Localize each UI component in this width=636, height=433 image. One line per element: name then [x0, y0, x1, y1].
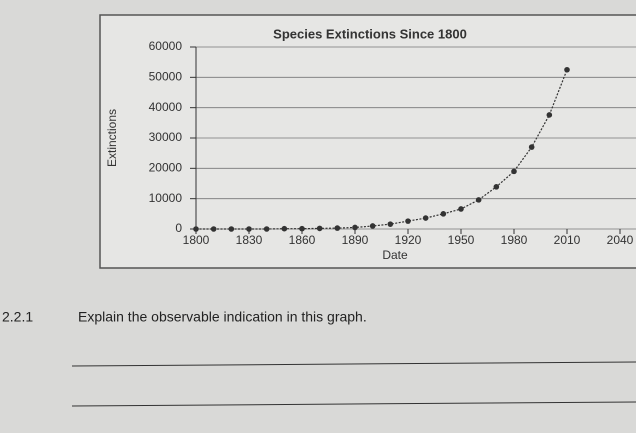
x-tick-label: 1800: [183, 233, 210, 247]
data-point: [564, 66, 570, 73]
x-tick-label: 1980: [501, 233, 528, 247]
data-point: [493, 184, 500, 190]
y-tick-label: 50000: [149, 70, 183, 84]
y-axis-label: Extinctions: [105, 109, 119, 167]
data-point: [316, 225, 323, 232]
data-point: [511, 168, 517, 175]
data-line: [196, 69, 568, 230]
answer-line: [71, 401, 636, 407]
data-point: [405, 218, 411, 224]
x-tick-label: 1950: [448, 233, 475, 247]
y-tick-label: 20000: [149, 161, 183, 175]
data-point: [475, 197, 482, 203]
y-tick-label: 40000: [149, 100, 183, 114]
data-point: [352, 224, 358, 231]
y-tick-label: 10000: [149, 191, 183, 205]
data-point: [281, 225, 288, 232]
data-point: [440, 211, 447, 217]
y-tick-label: 30000: [149, 130, 183, 144]
data-point: [458, 206, 464, 212]
x-tick-label: 2040: [607, 233, 634, 247]
x-tick-label: 1890: [342, 233, 369, 247]
data-point: [387, 221, 394, 227]
x-tick-label: 1860: [289, 233, 316, 247]
y-tick-label: 60000: [149, 39, 183, 53]
data-point: [228, 226, 235, 232]
x-tick-label: 1920: [395, 233, 422, 247]
data-point: [263, 226, 270, 232]
question-text: Explain the observable indication in thi…: [78, 309, 367, 325]
data-point: [193, 226, 199, 232]
x-axis-label: Date: [382, 248, 408, 262]
question-number: 2.2.1: [2, 309, 33, 325]
data-point: [299, 225, 305, 232]
x-tick-label: 2010: [554, 233, 581, 247]
data-point: [246, 226, 252, 232]
data-point: [422, 215, 429, 221]
answer-line: [71, 361, 636, 367]
chart-title: Species Extinctions Since 1800: [273, 26, 467, 41]
y-tick-label: 0: [175, 221, 182, 235]
data-point: [546, 112, 553, 118]
data-point: [210, 226, 217, 232]
data-point: [369, 223, 376, 229]
data-point: [334, 225, 341, 231]
x-tick-label: 1830: [236, 233, 263, 247]
data-point: [528, 144, 535, 150]
